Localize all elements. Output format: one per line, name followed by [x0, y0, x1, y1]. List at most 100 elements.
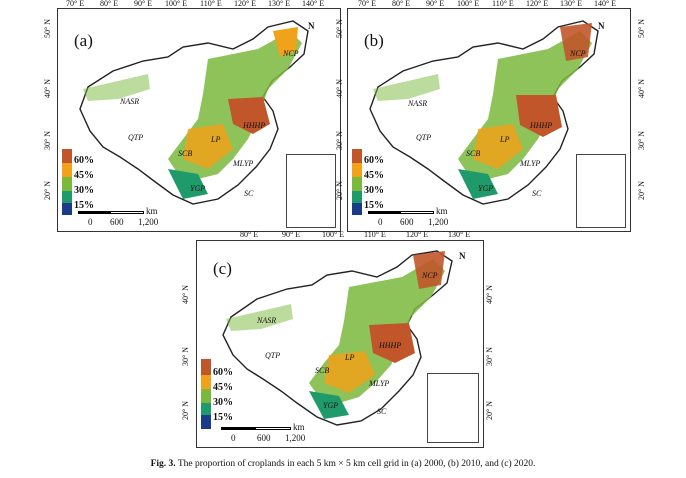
region-qtp: QTP [128, 133, 144, 142]
lon-tick-b-140: 140° E [594, 0, 617, 8]
lat-tick-c-right-40: 40° N [484, 285, 494, 304]
lon-tick-b-130: 130° E [560, 0, 583, 8]
legend-label-45: 45% [364, 170, 384, 181]
region-qtp: QTP [265, 351, 281, 360]
legend-swatch-30 [352, 177, 362, 191]
legend-swatch-60 [352, 149, 362, 163]
scale-bar-white-b [400, 211, 434, 214]
scale-unit-c: km [293, 422, 305, 432]
north-arrow-icon: N [459, 251, 466, 261]
scale-bar-black-c [221, 427, 255, 430]
legend-swatch-60 [201, 359, 211, 375]
region-lp: LP [500, 135, 510, 144]
south-china-sea-inset-c [427, 373, 479, 443]
scale-bar-black-b [368, 211, 400, 214]
lat-tick-c-20: 20° N [180, 401, 190, 420]
lon-tick-a-130: 130° E [268, 0, 291, 8]
cropland-ygp [309, 391, 349, 419]
lat-tick-c-30: 30° N [180, 347, 190, 366]
legend-swatch-45 [62, 163, 72, 177]
lon-tick-a-120: 120° E [234, 0, 257, 8]
legend-label-15: 15% [364, 200, 384, 211]
lat-tick-b-40: 40° N [334, 79, 344, 98]
region-hhhp: HHHP [530, 121, 553, 130]
scale-bar-white-c [255, 427, 291, 430]
figure-caption: Fig. 3. The proportion of croplands in e… [0, 459, 686, 469]
china-map-a [79, 20, 309, 205]
lon-tick-c-120: 120° E [406, 230, 429, 239]
legend-swatch-30 [62, 177, 72, 191]
region-sc: SC [377, 407, 387, 416]
region-ncp: NCP [422, 271, 438, 280]
legend-label-30: 30% [364, 185, 384, 196]
region-scb: SCB [466, 149, 481, 158]
lat-tick-a-50: 50° N [42, 19, 52, 38]
lon-tick-c-90: 90° E [282, 230, 301, 239]
lat-tick-a-20: 20° N [42, 181, 52, 200]
legend-label-15: 15% [74, 200, 94, 211]
lon-tick-b-100: 100° E [457, 0, 480, 8]
scale-unit-b: km [436, 206, 448, 216]
scale-tick-600-c: 600 [257, 433, 271, 443]
region-qtp: QTP [416, 133, 432, 142]
lon-tick-a-70: 70° E [66, 0, 85, 8]
cropland-ygp [458, 169, 498, 199]
legend-label-30: 30% [213, 397, 233, 408]
north-arrow-icon: N [308, 21, 315, 31]
lat-tick-b-50: 50° N [334, 19, 344, 38]
legend-label-60: 60% [364, 155, 384, 166]
map-b-svg [369, 20, 599, 205]
region-ygp: YGP [190, 184, 206, 193]
region-lp: LP [345, 353, 355, 362]
legend-b: 60% 45% 30% 15% [352, 149, 412, 215]
scale-tick-0-b: 0 [378, 217, 383, 227]
lon-tick-a-80: 80° E [100, 0, 119, 8]
region-ygp: YGP [323, 401, 339, 410]
legend-label-45: 45% [213, 382, 233, 393]
china-map-c [222, 250, 453, 426]
lon-tick-a-90: 90° E [134, 0, 153, 8]
legend-label-60: 60% [74, 155, 94, 166]
region-ygp: YGP [478, 184, 494, 193]
lat-tick-a-40: 40° N [42, 79, 52, 98]
legend-swatch-15 [352, 191, 362, 203]
legend-label-30: 30% [74, 185, 94, 196]
region-lp: LP [211, 135, 221, 144]
panel-letter-c: (c) [213, 259, 232, 278]
region-nasr: NASR [120, 97, 140, 106]
legend-label-60: 60% [213, 367, 233, 378]
south-china-sea-inset-a [286, 154, 336, 228]
caption-label: Fig. 3. [150, 459, 176, 469]
legend-swatch-60 [62, 149, 72, 163]
caption-text: The proportion of croplands in each 5 km… [177, 459, 536, 469]
legend-swatch-15 [201, 403, 211, 415]
north-arrow-icon: N [598, 21, 605, 31]
china-map-b [369, 20, 599, 205]
cropland-hhhp [516, 95, 562, 137]
cropland-ncp [273, 27, 298, 57]
region-scb: SCB [178, 149, 193, 158]
cropland-mlyp [324, 351, 375, 393]
map-panel-a: (a) NCP NASR QTP HHHP LP SCB MLYP YGP SC… [57, 8, 341, 232]
region-nasr: NASR [257, 316, 277, 325]
scale-tick-1200-b: 1,200 [428, 217, 449, 227]
region-hhhp: HHHP [243, 121, 266, 130]
scale-tick-1200-c: 1,200 [285, 433, 306, 443]
cropland-ygp [168, 169, 208, 199]
panel-letter-b: (b) [364, 31, 384, 50]
lon-tick-a-140: 140° E [302, 0, 325, 8]
lat-tick-b-right-30: 30° N [636, 131, 646, 150]
map-a-svg [79, 20, 309, 205]
lat-tick-b-right-50: 50° N [636, 19, 646, 38]
cropland-nasr [83, 74, 150, 101]
cropland-mlyp [473, 124, 523, 169]
region-sc: SC [244, 189, 254, 198]
legend-swatch-0 [201, 415, 211, 429]
map-panel-b: (b) NCP NASR QTP HHHP LP SCB MLYP YGP SC… [347, 8, 631, 232]
lat-tick-b-20: 20° N [334, 181, 344, 200]
legend-swatch-0 [352, 203, 362, 215]
region-nasr: NASR [408, 99, 428, 108]
cropland-nasr [373, 74, 440, 101]
legend-swatch-15 [62, 191, 72, 203]
